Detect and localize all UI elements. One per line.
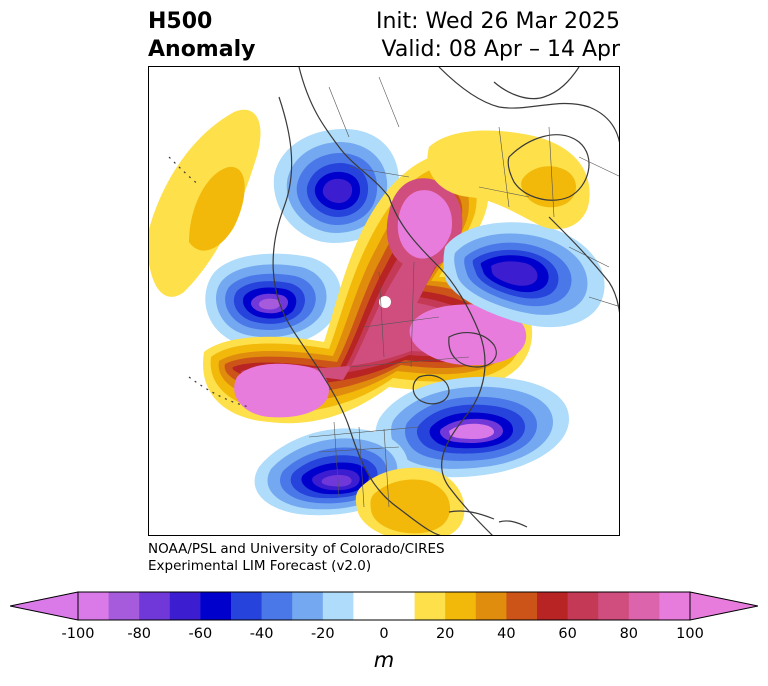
colorbar-swatch — [353, 592, 385, 620]
anomaly-pos-pacific-100 — [234, 363, 329, 418]
colorbar-swatch — [384, 592, 416, 620]
colorbar-swatch — [139, 592, 171, 620]
anomaly-neg-natlantic-100 — [449, 423, 494, 439]
colorbar-swatch — [78, 592, 110, 620]
colorbar-tick-label: -60 — [188, 626, 213, 642]
title-left: H500 Anomaly — [148, 8, 255, 64]
colorbar-swatch — [108, 592, 140, 620]
colorbar-over-triangle — [689, 591, 758, 621]
anomaly-pos-siberia-100 — [397, 190, 453, 259]
anomaly-pos-gulf-20 — [370, 479, 451, 534]
colorbar-swatch — [414, 592, 446, 620]
anomaly-neg-npacific-90 — [258, 298, 281, 310]
anomaly-neg-europe-60 — [491, 261, 538, 286]
colorbar-swatch — [169, 592, 201, 620]
map-borders — [308, 76, 619, 508]
colorbar-swatch — [261, 592, 293, 620]
valid-range: Valid: 08 Apr – 14 Apr — [381, 37, 621, 62]
colorbar-swatch — [598, 592, 630, 620]
colorbar-tick-label: -20 — [310, 626, 335, 642]
init-date: Init: Wed 26 Mar 2025 — [375, 9, 620, 34]
colorbar-tick-label: 0 — [379, 626, 389, 642]
colorbar-under-triangle — [10, 591, 79, 621]
colorbar-swatch — [200, 592, 232, 620]
variable-title: H500 — [148, 9, 213, 34]
pole-marker — [379, 296, 391, 308]
colorbar-swatch — [231, 592, 263, 620]
credit: NOAA/PSL and University of Colorado/CIRE… — [148, 541, 445, 575]
anomaly-neg-swus-90 — [321, 475, 352, 487]
colorbar-tick-label: -40 — [249, 626, 274, 642]
colorbar — [10, 591, 758, 621]
colorbar-tick-label: 100 — [676, 626, 704, 642]
colorbar-swatch — [292, 592, 324, 620]
colorbar-tick-label: 60 — [558, 626, 577, 642]
colorbar-swatch — [445, 592, 477, 620]
colorbar-ticks: -100 -80 -60 -40 -20 0 20 40 60 80 100 — [0, 626, 768, 646]
map-coastlines — [168, 67, 619, 535]
colorbar-tick-label: 80 — [619, 626, 639, 642]
anomaly-pos-canada-100 — [409, 304, 527, 366]
credit-line-2: Experimental LIM Forecast (v2.0) — [148, 558, 372, 574]
colorbar-swatch — [322, 592, 354, 620]
title-right: Init: Wed 26 Mar 2025 Valid: 08 Apr – 14… — [376, 8, 620, 64]
colorbar-swatch — [506, 592, 538, 620]
credit-line-1: NOAA/PSL and University of Colorado/CIRE… — [148, 541, 445, 557]
colorbar-tick-label: -100 — [61, 626, 95, 642]
anomaly-neg-alaska-60 — [322, 178, 353, 203]
anomaly-pos-wpacific-30 — [189, 166, 245, 251]
colorbar-tick-label: 40 — [497, 626, 516, 642]
anomaly-map — [148, 66, 620, 536]
colorbar-tick-label: -80 — [127, 626, 152, 642]
colorbar-swatch — [537, 592, 569, 620]
colorbar-tick-label: 20 — [435, 626, 455, 642]
colorbar-swatch — [567, 592, 599, 620]
variable-subtitle: Anomaly — [148, 37, 256, 62]
colorbar-swatch — [475, 592, 507, 620]
colorbar-swatch — [628, 592, 660, 620]
map-svg — [149, 67, 619, 535]
colorbar-unit: m — [373, 648, 395, 672]
colorbar-border — [77, 591, 691, 621]
colorbar-swatch — [659, 592, 691, 620]
